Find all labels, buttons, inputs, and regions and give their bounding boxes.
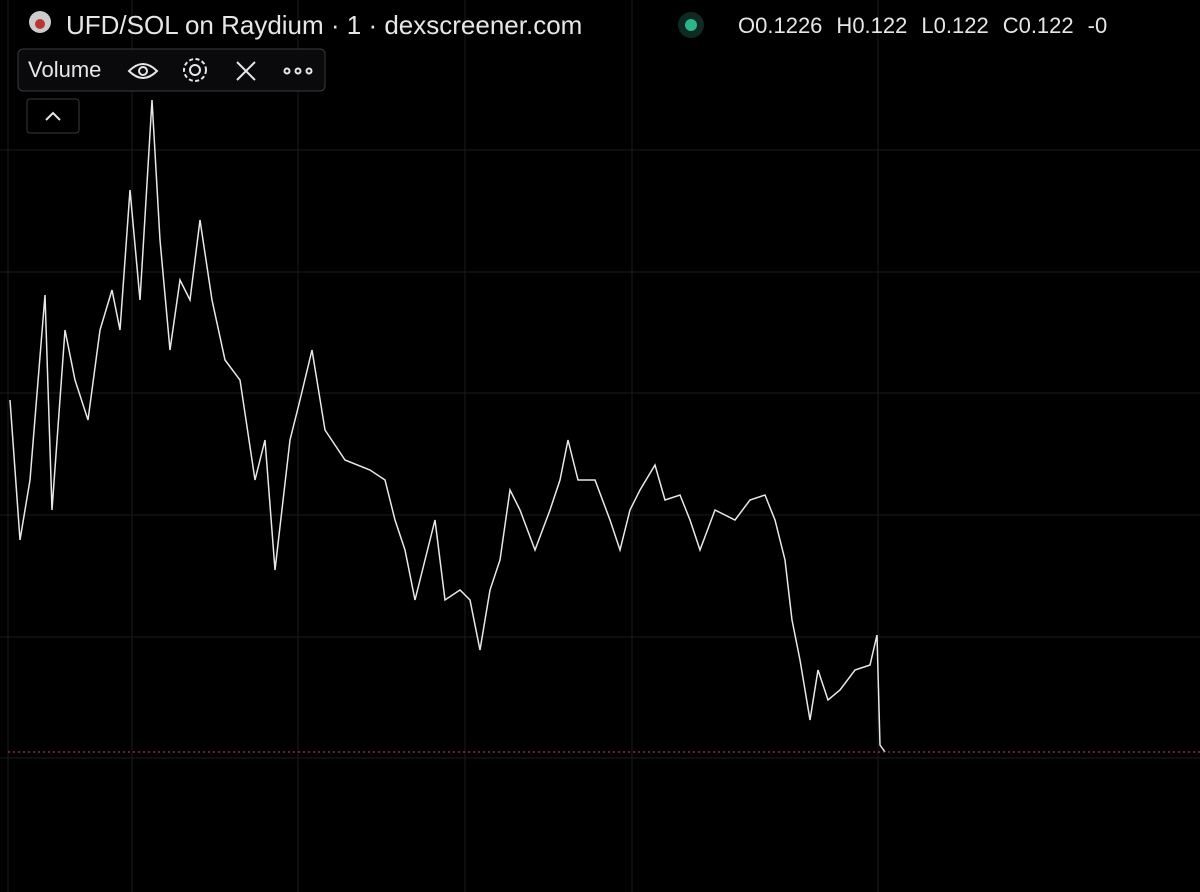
ohlc-value: 0.122 [852,13,907,38]
ohlc-value: 0.122 [1019,13,1074,38]
chevron [45,111,61,121]
change: -0 [1088,13,1108,38]
ohlc: O0.1226 H0.122 L0.122 C0.122 -0 [738,13,1107,38]
ohlc-value: 0.1226 [755,13,822,38]
status-dot [685,19,697,31]
ohlc-label: C [1003,13,1019,38]
ohlc-label: L [921,13,933,38]
collapse-button[interactable] [26,98,80,134]
indicator-name: Volume [28,57,101,82]
ohlc-label: O [738,13,755,38]
price-line [9,99,886,753]
title: UFD/SOL on Raydium · 1 · dexscreener.com [66,10,582,40]
token-icon [35,19,45,29]
toolbar-icons[interactable] [127,58,313,82]
ohlc-label: H [836,13,852,38]
plot [8,99,1200,753]
indicator-toolbar [17,48,326,92]
ohlc-value: 0.122 [934,13,989,38]
